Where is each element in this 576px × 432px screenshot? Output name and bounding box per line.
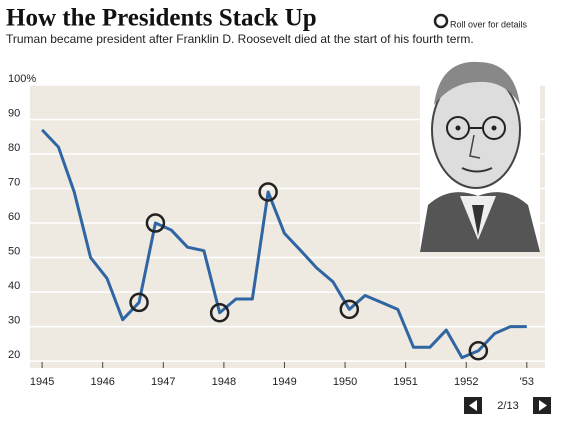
rollover-hint: Roll over for details (450, 19, 528, 29)
y-tick-label: 100% (8, 73, 36, 85)
x-tick-label: 1950 (333, 376, 357, 388)
y-tick-label: 20 (8, 349, 20, 361)
chart-title: How the Presidents Stack Up (6, 5, 317, 32)
highlight-point[interactable] (209, 303, 230, 323)
rollover-icon (433, 13, 449, 29)
y-tick-label: 70 (8, 176, 20, 188)
y-tick-label: 80 (8, 142, 20, 154)
page-indicator: 2/13 (497, 400, 518, 412)
x-tick-label: 1946 (90, 376, 114, 388)
portrait (420, 52, 540, 252)
x-tick-label: '53 (520, 376, 534, 388)
x-tick-label: 1951 (393, 376, 417, 388)
x-tick-label: 1945 (30, 376, 54, 388)
highlight-point[interactable] (339, 299, 360, 320)
highlight-point[interactable] (145, 213, 166, 233)
x-tick-label: 1947 (151, 376, 175, 388)
y-tick-label: 50 (8, 245, 20, 257)
x-tick-label: 1952 (454, 376, 478, 388)
x-tick-label: 1948 (212, 376, 236, 388)
y-tick-label: 60 (8, 211, 20, 223)
highlight-point[interactable] (258, 182, 278, 202)
line-series (41, 128, 527, 360)
y-tick-label: 30 (8, 314, 20, 326)
x-tick-label: 1949 (272, 376, 296, 388)
highlight-point[interactable] (468, 340, 489, 361)
y-tick-label: 40 (8, 280, 20, 292)
pager: 2/13 (464, 397, 551, 414)
highlight-point[interactable] (129, 292, 149, 313)
y-tick-label: 90 (8, 107, 20, 119)
chart-subtitle: Truman became president after Franklin D… (6, 32, 474, 46)
